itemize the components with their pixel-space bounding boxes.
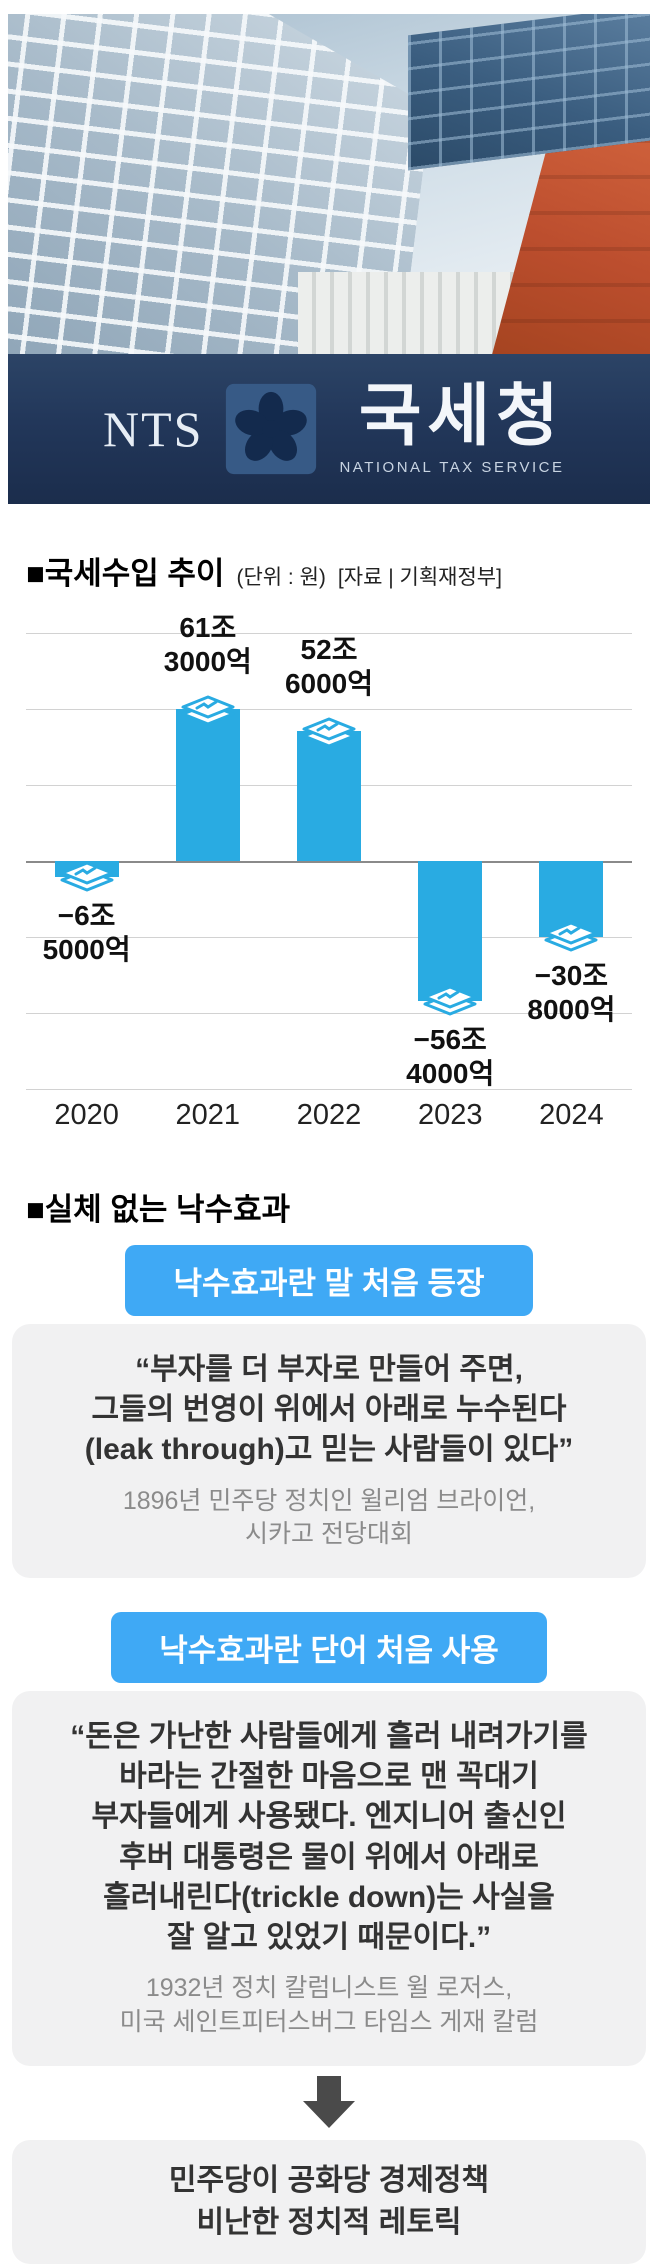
- chart-column-2023: −56조 4000억: [390, 633, 511, 1089]
- sign-text-block: 국세청 NATIONAL TAX SERVICE: [339, 382, 564, 476]
- x-axis-label-2022: 2022: [296, 1099, 362, 1131]
- card2-body: “돈은 가난한 사람들에게 흘러 내려가기를 바라는 간절한 마음으로 맨 꼭대…: [12, 1691, 646, 2066]
- bar-2021: [175, 709, 240, 861]
- card1-quote: “부자를 더 부자로 만들어 주면, 그들의 번영이 위에서 아래로 누수된다 …: [84, 1353, 574, 1467]
- down-arrow-icon: [301, 2075, 357, 2128]
- money-stack-icon: [175, 689, 241, 731]
- card1-attribution: 1896년 민주당 정치인 윌리엄 브라이언, 시카고 전당대회: [122, 1486, 536, 1549]
- x-axis-label-2023: 2023: [417, 1099, 483, 1131]
- nts-flower-emblem-icon: [225, 383, 317, 475]
- gridline: [26, 1089, 632, 1090]
- nts-acronym-text: NTS: [103, 401, 204, 457]
- card2-header: 낙수효과란 단어 처음 사용: [111, 1612, 547, 1684]
- bar-2022: [297, 731, 361, 861]
- nts-building-photo: NTS 국세청 NATIONAL TAX SERVICE: [8, 14, 650, 504]
- chart-column-2021: 61조 3000억: [147, 612, 268, 1089]
- chart-unit-label: (단위 : 원): [236, 566, 326, 589]
- card1-body: “부자를 더 부자로 만들어 주면, 그들의 번영이 위에서 아래로 누수된다 …: [12, 1324, 646, 1579]
- x-axis-label-2024: 2024: [539, 1099, 604, 1131]
- x-axis-labels: 2020 2021 2022 2023 2024: [26, 1099, 632, 1132]
- sign-english-text: NATIONAL TAX SERVICE: [339, 459, 565, 476]
- card2-quote: “돈은 가난한 사람들에게 흘러 내려가기를 바라는 간절한 마음으로 맨 꼭대…: [70, 1720, 588, 1954]
- axis-baseline: [26, 861, 632, 863]
- gridline: [26, 633, 632, 634]
- nts-signboard: NTS 국세청 NATIONAL TAX SERVICE: [8, 354, 650, 504]
- bar-value-label-2021: 61조 3000억: [163, 612, 252, 677]
- chart-columns: −6조 5000억 61조 3000억 52조 6000억 −56조 4000억 −30…: [26, 612, 632, 1089]
- bar-value-label-2022: 52조 6000억: [284, 634, 374, 699]
- bar-value-label-2023: −56조 4000억: [406, 1024, 495, 1089]
- chart-column-2024: −30조 8000억: [511, 633, 632, 1089]
- chart-header: ■국세수입 추이 (단위 : 원) [자료 | 기획재정부]: [26, 548, 632, 593]
- money-stack-icon: [54, 855, 120, 897]
- money-stack-icon: [417, 979, 483, 1021]
- gridline: [26, 1013, 632, 1014]
- chart-title: ■국세수입 추이: [26, 556, 225, 591]
- money-stack-icon: [296, 711, 362, 753]
- card2-attribution: 1932년 정치 칼럼니스트 윌 로저스, 미국 세인트피터스버그 타임스 게재…: [119, 1974, 539, 2036]
- chart-source-label: [자료 | 기획재정부]: [337, 566, 502, 589]
- x-axis-label-2021: 2021: [175, 1099, 241, 1131]
- card1-header: 낙수효과란 말 처음 등장: [125, 1245, 533, 1316]
- gridline: [26, 937, 632, 938]
- chart-column-2022: 52조 6000억: [268, 633, 389, 1089]
- tax-revenue-bar-chart: −6조 5000억 61조 3000억 52조 6000억 −56조 4000억 −30…: [26, 612, 632, 1090]
- gridline: [26, 709, 632, 710]
- bar-value-label-2024: −30조 8000억: [527, 960, 616, 1025]
- conclusion-text: 민주당이 공화당 경제정책 비난한 정치적 레토릭: [168, 2163, 490, 2239]
- conclusion-box: 민주당이 공화당 경제정책 비난한 정치적 레토릭: [12, 2139, 646, 2264]
- bar-2023: [418, 861, 483, 1001]
- bar-value-label-2020: −6조 5000억: [42, 900, 131, 965]
- sign-korean-text: 국세청: [358, 378, 565, 454]
- chart-column-2020: −6조 5000억: [26, 633, 147, 1089]
- x-axis-label-2020: 2020: [54, 1099, 119, 1131]
- money-stack-icon: [538, 915, 604, 957]
- section-title-trickle-down: ■실체 없는 낙수효과: [26, 1192, 291, 1227]
